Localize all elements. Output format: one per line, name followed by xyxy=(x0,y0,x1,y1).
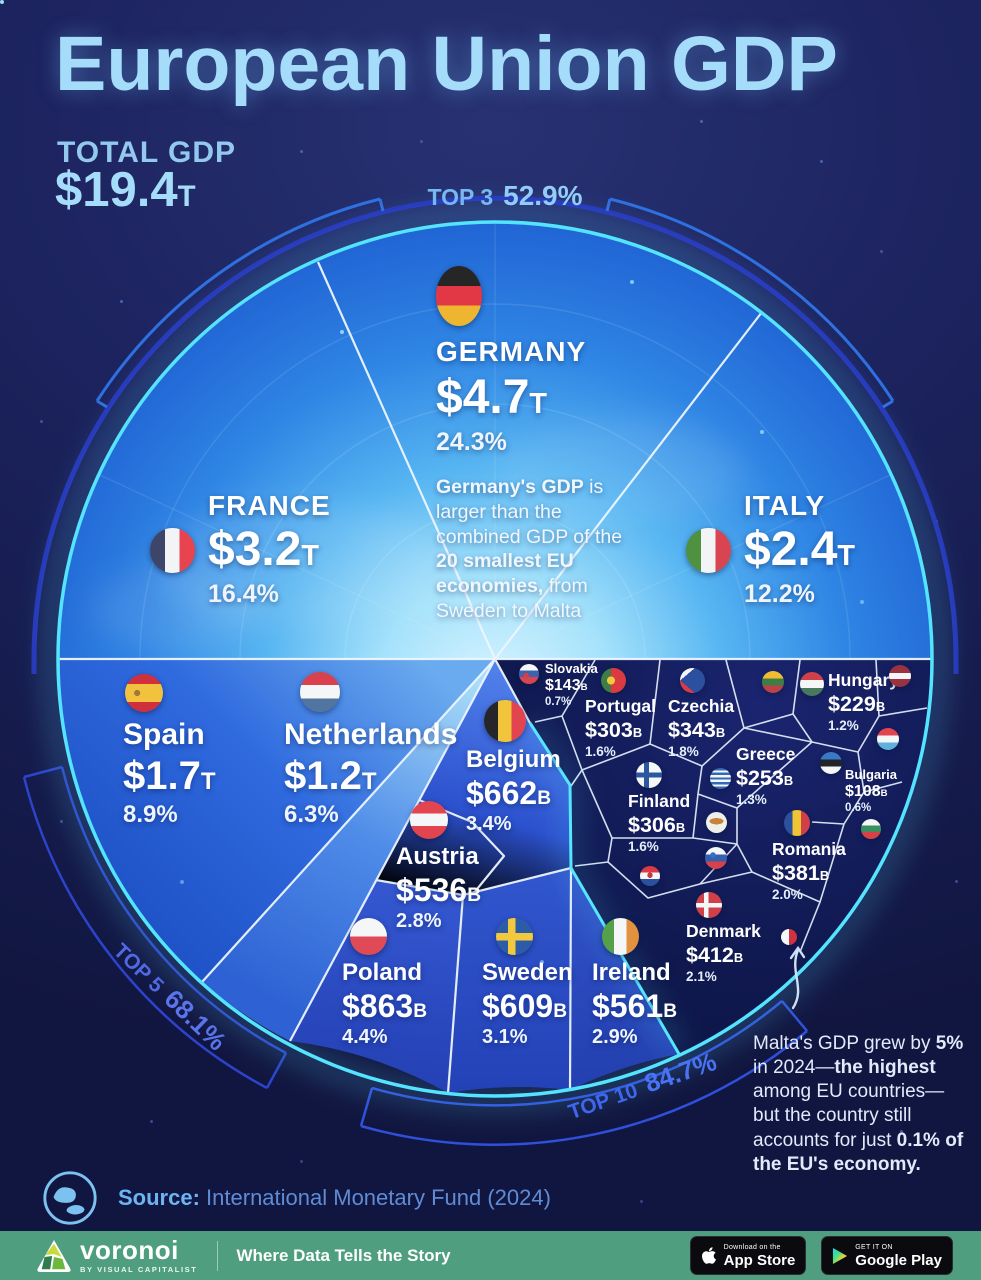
ireland-flag-icon xyxy=(602,918,639,955)
country-label-hungary: Hungary $229B 1.2% xyxy=(828,670,899,733)
france-flag-icon xyxy=(150,527,195,573)
greece-flag-icon xyxy=(710,767,731,789)
page-title: European Union GDP xyxy=(55,21,838,107)
country-label-denmark: Denmark $412B 2.1% xyxy=(686,892,761,984)
hungary-flag-icon xyxy=(800,672,824,696)
cyprus-flag-icon xyxy=(706,812,727,833)
country-label-spain: Spain $1.7T 8.9% xyxy=(123,674,216,827)
country-label-czechia: Czechia $343B 1.8% xyxy=(668,668,734,759)
belgium-flag-icon xyxy=(484,700,526,742)
apple-icon xyxy=(701,1247,716,1264)
total-gdp-value: $19.4T xyxy=(55,163,196,217)
bulgaria-flag-icon xyxy=(861,818,881,839)
germany-flag-icon xyxy=(436,266,482,326)
total-gdp-label: TOTAL GDP xyxy=(57,136,237,169)
app-store-badge[interactable]: Download on the App Store xyxy=(689,1236,807,1275)
lithuania-flag-icon xyxy=(762,671,784,693)
malta-annotation: Malta's GDP grew by 5% in 2024—the highe… xyxy=(753,1033,964,1175)
country-label-france: FRANCE $3.2T 16.4% xyxy=(150,492,331,607)
country-label-belgium: Belgium $662B 3.4% xyxy=(466,700,561,834)
top3-arc-label: TOP 3 52.9% xyxy=(427,180,583,211)
footer-divider xyxy=(217,1240,219,1271)
malta-flag-icon xyxy=(781,929,797,945)
brand-name: voronoi xyxy=(80,1235,179,1265)
brand-block: voronoi BY VISUAL CAPITALIST xyxy=(80,1237,197,1274)
country-label-bulgaria: Bulgaria $108B 0.6% xyxy=(845,768,897,839)
sweden-flag-icon xyxy=(496,918,533,955)
country-label-netherlands: Netherlands $1.2T 6.3% xyxy=(284,672,457,827)
country-label-austria: Austria $536B 2.8% xyxy=(396,801,481,931)
country-label-romania: Romania $381B 2.0% xyxy=(772,810,846,902)
portugal-flag-icon xyxy=(601,668,626,693)
pie-rim xyxy=(56,220,934,1098)
footer-tagline: Where Data Tells the Story xyxy=(236,1245,451,1265)
denmark-flag-icon xyxy=(696,892,722,918)
voronoi-logo-icon xyxy=(37,1239,71,1272)
germany-annotation: Germany's GDP is larger than the combine… xyxy=(436,476,623,622)
country-label-italy: ITALY $2.4T 12.2% xyxy=(686,492,855,607)
country-label-finland: Finland $306B 1.6% xyxy=(628,762,690,854)
country-label-greece: Greece $253B 1.3% xyxy=(710,745,795,807)
brand-subtitle: BY VISUAL CAPITALIST xyxy=(80,1265,198,1274)
source-row: Source: International Monetary Fund (202… xyxy=(40,1168,551,1228)
footer-bar: voronoi BY VISUAL CAPITALIST Where Data … xyxy=(0,1231,981,1280)
poland-flag-icon xyxy=(350,918,387,955)
italy-flag-icon xyxy=(686,527,731,573)
spain-flag-icon xyxy=(125,674,163,712)
google-play-badge[interactable]: GET IT ON Google Play xyxy=(821,1236,953,1275)
top10-cyan-boundary xyxy=(526,720,683,1057)
country-label-portugal: Portugal $303B 1.6% xyxy=(585,668,656,759)
source-text: International Monetary Fund (2024) xyxy=(206,1185,551,1210)
croatia-flag-icon xyxy=(640,866,660,886)
netherlands-flag-icon xyxy=(300,672,340,712)
country-label-poland: Poland $863B 4.4% xyxy=(342,918,427,1047)
pie-glow xyxy=(46,210,944,1108)
austria-flag-icon xyxy=(410,801,448,839)
slovakia-flag-icon xyxy=(519,664,539,684)
estonia-flag-icon xyxy=(820,752,842,774)
czechia-flag-icon xyxy=(680,668,705,693)
slice-divider-lines xyxy=(59,261,931,1094)
visualcapitalist-globe-icon xyxy=(43,1171,97,1225)
country-label-germany: GERMANY $4.7T 24.3% Germany's GDP is lar… xyxy=(436,266,634,624)
google-play-icon xyxy=(833,1247,848,1264)
source-label: Source: xyxy=(118,1185,200,1210)
country-label-ireland: Ireland $561B 2.9% xyxy=(592,918,677,1047)
finland-flag-icon xyxy=(636,762,662,788)
romania-flag-icon xyxy=(784,810,810,836)
malta-arrow xyxy=(789,945,806,1010)
luxembourg-flag-icon xyxy=(877,728,899,750)
voronoi-mesh-lines xyxy=(534,659,928,953)
country-label-slovakia: Slovakia $143B 0.7% xyxy=(519,662,598,709)
pie-sparkles xyxy=(0,0,4,4)
latvia-flag-icon xyxy=(889,665,911,687)
slovenia-flag-icon xyxy=(705,847,727,869)
country-label-sweden: Sweden $609B 3.1% xyxy=(482,918,573,1047)
